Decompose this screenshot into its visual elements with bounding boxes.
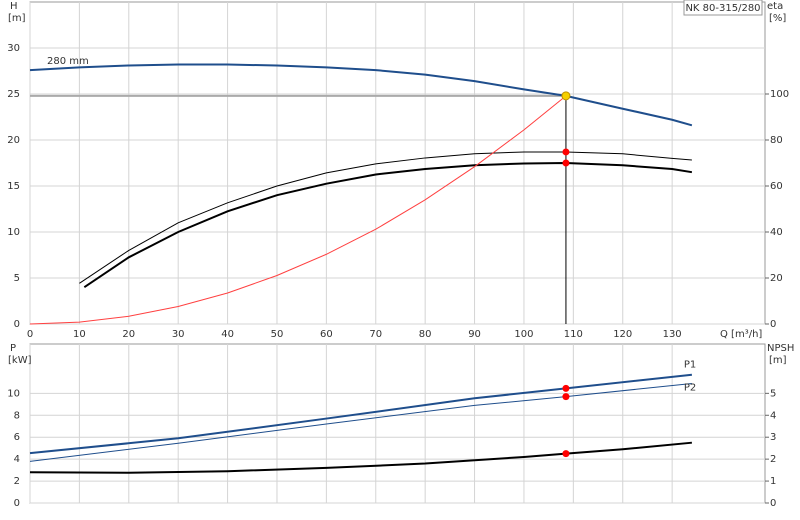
x-tick-label: 20 (122, 329, 135, 340)
x-axis-label: Q [m³/h] (720, 329, 762, 340)
y-tick-label: 5 (14, 273, 20, 284)
y2-tick-label: 100 (770, 89, 789, 100)
y-axis-unit: [kW] (8, 355, 32, 366)
operating-dot (562, 393, 570, 401)
series-line (79, 151, 692, 284)
y2-tick-label: 5 (770, 388, 776, 399)
y-axis-label: P (10, 343, 16, 354)
x-tick-label: 60 (320, 329, 333, 340)
operating-dot (562, 148, 570, 156)
y2-tick-label: 1 (770, 476, 776, 487)
operating-point (561, 91, 571, 101)
chart-title: NK 80-315/280 (685, 3, 760, 14)
x-tick-label: 70 (369, 329, 382, 340)
title-box (683, 0, 763, 16)
y-tick-label: 6 (14, 432, 20, 443)
y-tick-label: 0 (14, 498, 20, 509)
y2-tick-label: 2 (770, 454, 776, 465)
y2-tick-label: 0 (770, 498, 776, 509)
series-line (83, 161, 693, 289)
y2-tick-label: 4 (770, 410, 776, 421)
y2-axis-unit: [%] (769, 13, 786, 24)
y2-axis-label: eta (767, 1, 783, 12)
y2-tick-label: 3 (770, 432, 776, 443)
series-label: 280 mm (47, 56, 89, 67)
y2-axis-label: NPSH (767, 343, 794, 354)
y-tick-label: 0 (14, 319, 20, 330)
series-line (29, 441, 692, 474)
series-label: P1 (684, 360, 696, 371)
series-label: P2 (684, 382, 696, 393)
plot-frame (29, 1, 766, 325)
x-tick-label: 120 (613, 329, 632, 340)
x-tick-label: 10 (73, 329, 86, 340)
x-tick-label: 50 (271, 329, 284, 340)
y-tick-label: 30 (7, 43, 20, 54)
series-line (29, 373, 693, 455)
series-line (29, 382, 692, 462)
y-tick-label: 10 (7, 388, 20, 399)
y2-tick-label: 40 (770, 227, 783, 238)
y-axis-label: H (10, 1, 18, 12)
y-axis-unit: [m] (8, 13, 26, 24)
y-tick-label: 20 (7, 135, 20, 146)
plot-frame (29, 343, 766, 504)
series-line (29, 95, 567, 325)
x-tick-label: 130 (663, 329, 682, 340)
series-line (29, 63, 693, 127)
x-tick-label: 90 (468, 329, 481, 340)
y-tick-label: 8 (14, 410, 20, 421)
y-tick-label: 4 (14, 454, 20, 465)
x-tick-label: 100 (514, 329, 533, 340)
y2-tick-label: 60 (770, 181, 783, 192)
y2-tick-label: 80 (770, 135, 783, 146)
y2-tick-label: 20 (770, 273, 783, 284)
operating-dot (562, 159, 570, 167)
y2-axis-unit: [m] (769, 355, 787, 366)
x-tick-label: 30 (172, 329, 185, 340)
y-tick-label: 10 (7, 227, 20, 238)
y2-tick-label: 0 (770, 319, 776, 330)
y-tick-label: 25 (7, 89, 20, 100)
y-tick-label: 2 (14, 476, 20, 487)
operating-dot (562, 384, 570, 392)
x-tick-label: 110 (564, 329, 583, 340)
x-tick-label: 40 (221, 329, 234, 340)
y-tick-label: 15 (7, 181, 20, 192)
x-tick-label: 0 (27, 329, 33, 340)
x-tick-label: 80 (419, 329, 432, 340)
operating-dot (562, 450, 570, 458)
